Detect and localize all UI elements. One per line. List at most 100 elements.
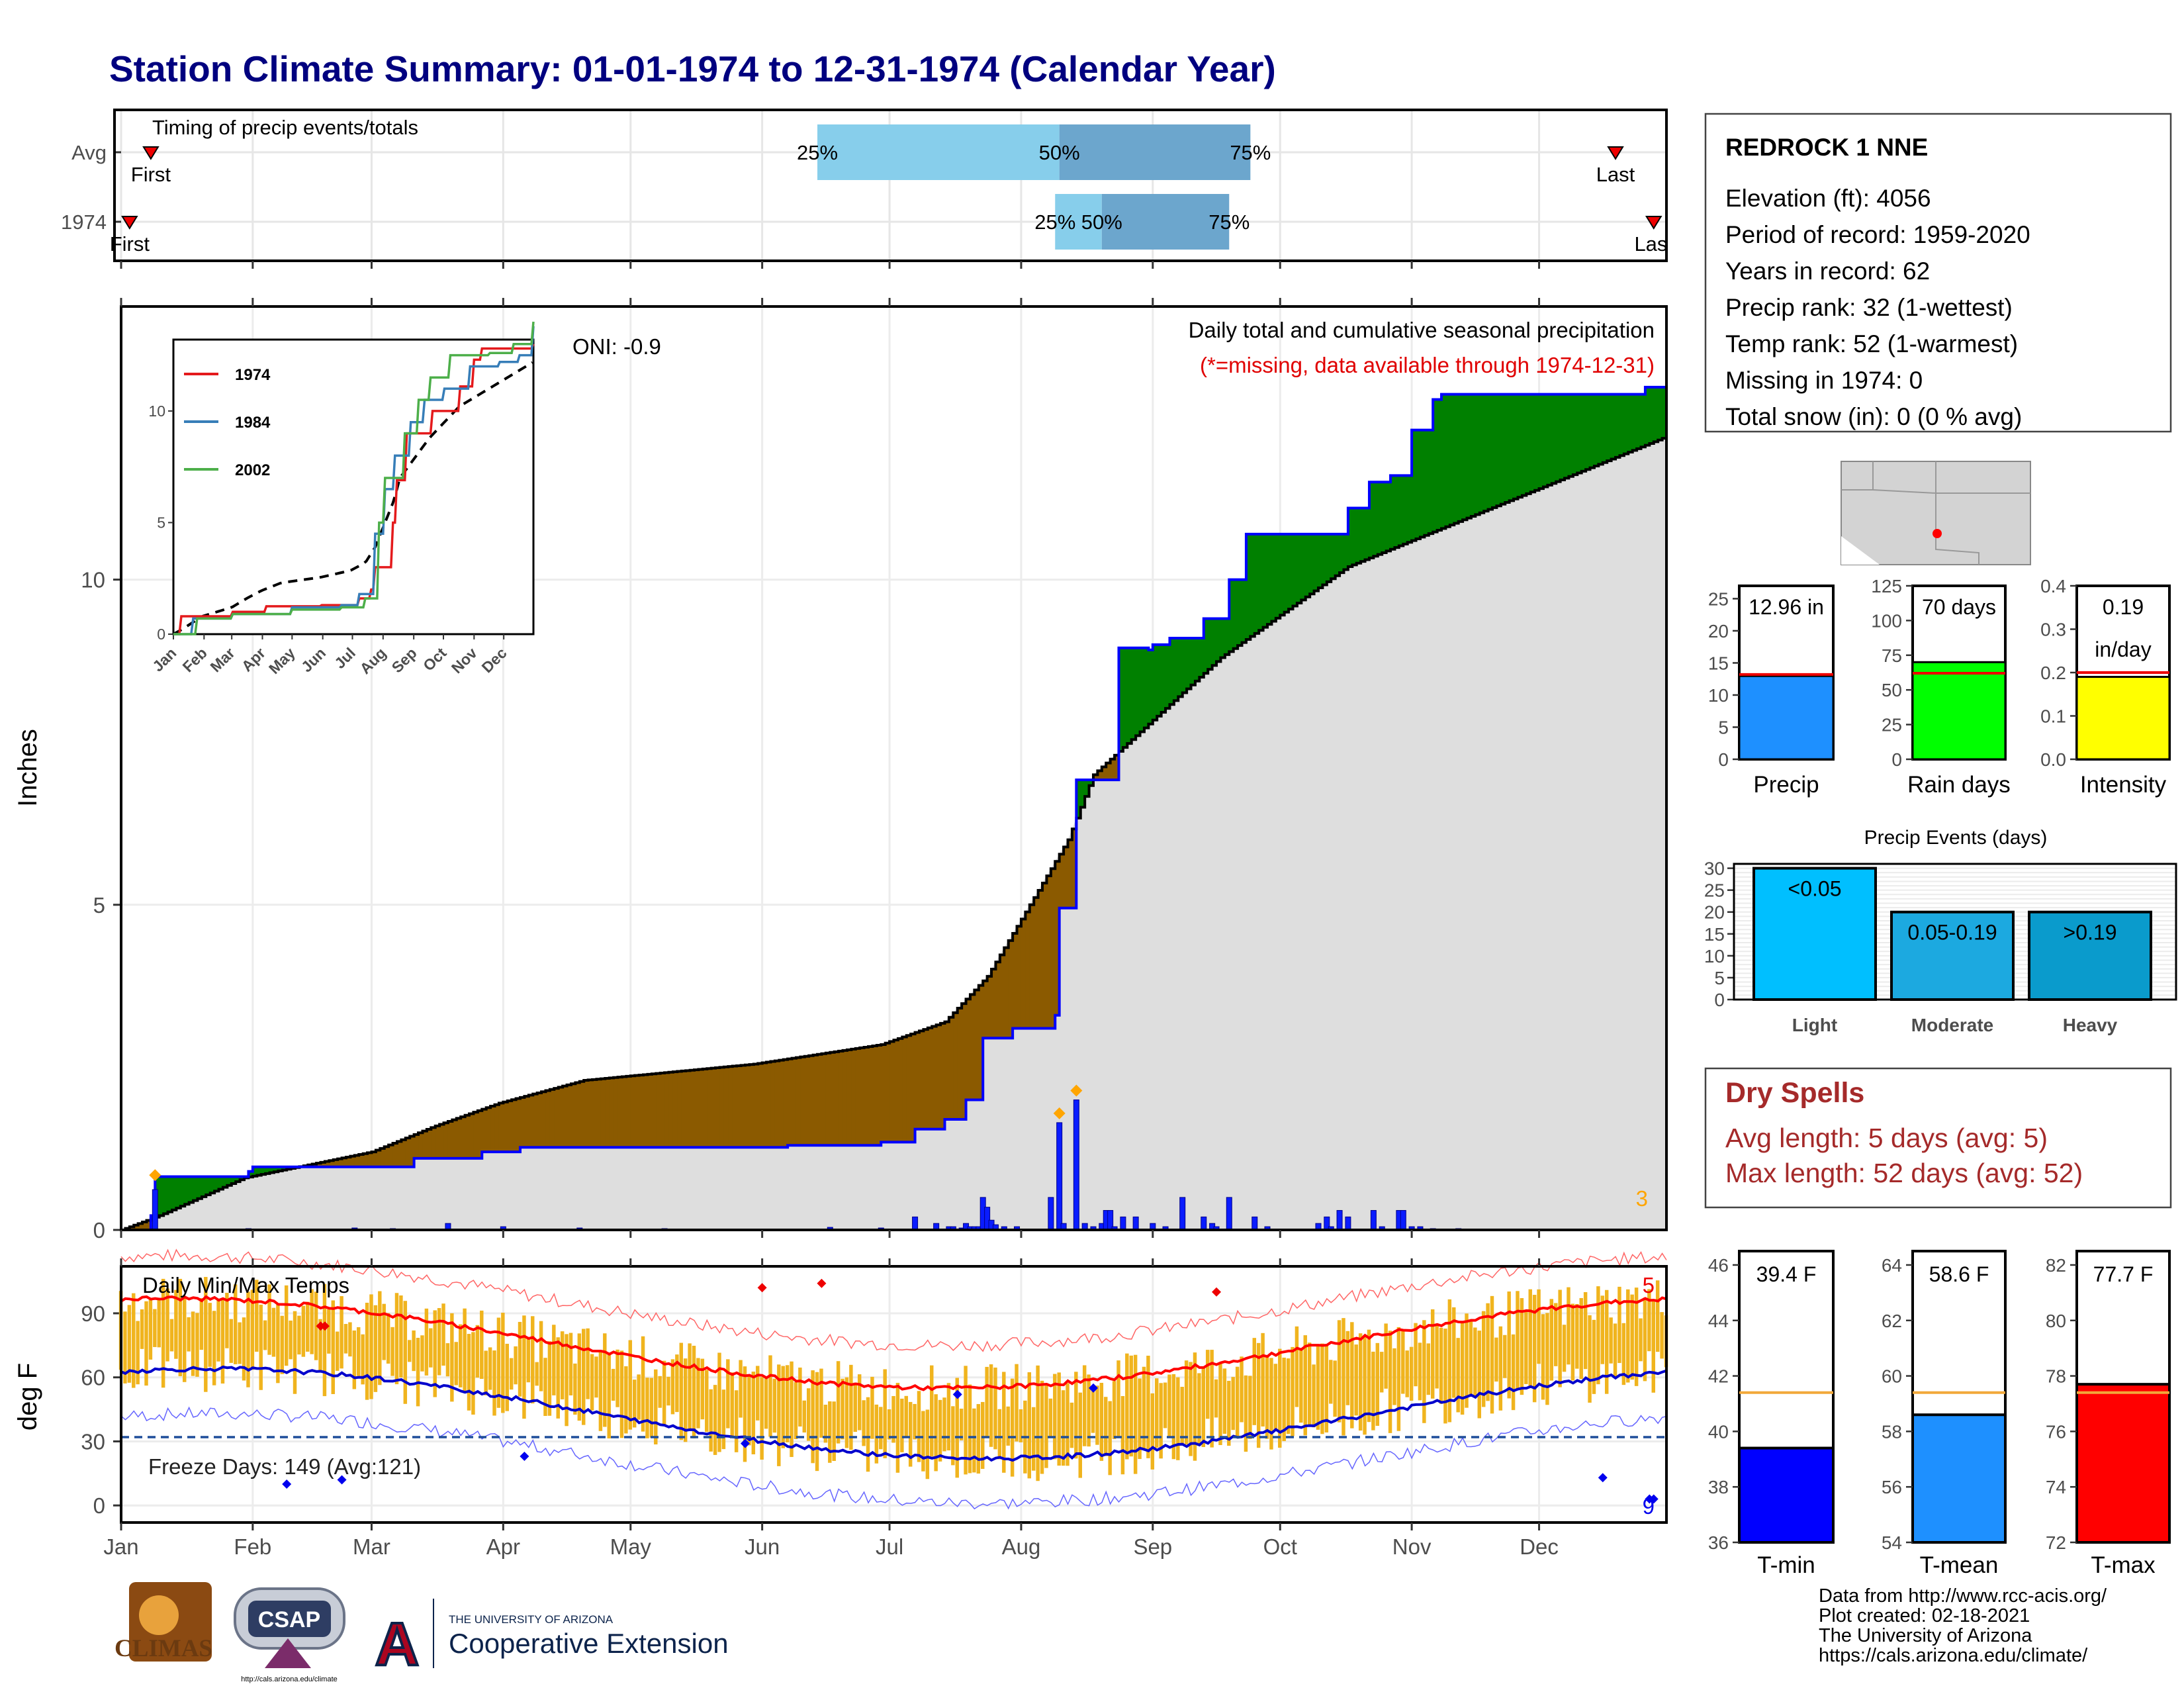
cumulative-difference-fill bbox=[1340, 534, 1345, 573]
daily-temp-bar bbox=[1074, 1372, 1078, 1459]
daily-temp-bar bbox=[195, 1313, 199, 1377]
cumulative-difference-fill bbox=[868, 1046, 874, 1146]
daily-precip-bar bbox=[1179, 1197, 1186, 1231]
daily-temp-bar bbox=[577, 1333, 582, 1421]
cumulative-difference-fill bbox=[893, 1040, 899, 1143]
daily-temp-bar bbox=[930, 1365, 934, 1457]
cumulative-difference-fill bbox=[788, 1058, 793, 1146]
daily-temp-bar bbox=[670, 1359, 675, 1415]
daily-temp-bar bbox=[1562, 1325, 1567, 1372]
footer-line: Data from http://www.rcc-acis.org/ bbox=[1819, 1585, 2107, 1607]
cumulative-difference-fill bbox=[1365, 508, 1370, 560]
daily-temp-bar bbox=[1639, 1318, 1643, 1362]
cumulative-difference-fill bbox=[774, 1060, 780, 1148]
daily-temp-bar bbox=[879, 1407, 883, 1450]
cumulative-difference-fill bbox=[1628, 394, 1633, 453]
daily-precip-bar bbox=[1048, 1197, 1054, 1231]
cumulative-difference-fill bbox=[375, 1150, 381, 1167]
daily-temp-bar bbox=[951, 1406, 955, 1466]
daily-temp-bar bbox=[1350, 1322, 1354, 1429]
daily-temp-bar bbox=[790, 1361, 794, 1458]
cumulative-difference-fill bbox=[1653, 387, 1659, 442]
daily-temp-bar bbox=[386, 1313, 390, 1364]
daily-temp-bar bbox=[1036, 1365, 1040, 1481]
daily-temp-bar bbox=[857, 1374, 862, 1430]
daily-temp-bar bbox=[1193, 1352, 1197, 1461]
daily-temp-bar bbox=[1015, 1364, 1019, 1442]
cumulative-difference-fill bbox=[957, 1008, 962, 1119]
cumulative-difference-fill bbox=[1424, 430, 1430, 536]
daily-temp-bar bbox=[828, 1401, 832, 1463]
cumulative-difference-fill bbox=[677, 1071, 682, 1148]
cumulative-difference-fill bbox=[443, 1123, 449, 1158]
daily-temp-bar bbox=[1099, 1382, 1104, 1461]
cumulative-difference-fill bbox=[813, 1055, 818, 1146]
cumulative-difference-fill bbox=[1263, 534, 1268, 628]
cumulative-difference-fill bbox=[1437, 399, 1442, 530]
mini-bar-tick-label: 0 bbox=[1891, 749, 1902, 770]
daily-temp-bar bbox=[1617, 1286, 1621, 1364]
daily-temp-bar bbox=[1435, 1325, 1439, 1389]
daily-precip-bar bbox=[1073, 1100, 1079, 1231]
cumulative-difference-fill bbox=[570, 1084, 576, 1148]
cumulative-difference-fill bbox=[1547, 394, 1553, 485]
record-high-marker bbox=[320, 1321, 330, 1331]
daily-temp-bar bbox=[280, 1315, 285, 1374]
record-low-marker bbox=[1649, 1494, 1659, 1504]
station-info-line: Temp rank: 52 (1-warmest) bbox=[1725, 330, 2018, 357]
cumulative-difference-fill bbox=[1042, 883, 1048, 1029]
daily-temp-bar bbox=[212, 1311, 216, 1385]
mini-bar-label: Precip bbox=[1753, 772, 1819, 798]
cumulative-difference-fill bbox=[1157, 644, 1162, 716]
temp-bar-value bbox=[1911, 1413, 2007, 1544]
daily-temp-bar bbox=[819, 1368, 823, 1438]
temp-ytick-label: 60 bbox=[81, 1366, 105, 1390]
daily-temp-bar bbox=[1006, 1406, 1010, 1446]
cumulative-difference-fill bbox=[1152, 644, 1158, 720]
mini-bar-tick-label: 50 bbox=[1882, 680, 1902, 700]
daily-temp-bar bbox=[705, 1370, 709, 1432]
daily-temp-bar bbox=[348, 1322, 352, 1357]
cumulative-difference-fill bbox=[1390, 475, 1396, 549]
daily-temp-bar bbox=[582, 1329, 586, 1425]
cumulative-difference-fill bbox=[422, 1131, 428, 1158]
cumulative-difference-fill bbox=[201, 1176, 207, 1197]
cumulative-difference-fill bbox=[563, 1086, 568, 1148]
daily-temp-bar bbox=[573, 1363, 577, 1415]
daily-temp-bar bbox=[743, 1366, 747, 1462]
daily-temp-bar bbox=[429, 1328, 433, 1368]
daily-temp-bar bbox=[844, 1377, 849, 1448]
daily-temp-bar bbox=[1409, 1346, 1414, 1401]
daily-temp-bar bbox=[1184, 1360, 1189, 1445]
normal-max-line bbox=[120, 1295, 1667, 1391]
cumulative-difference-fill bbox=[809, 1055, 814, 1146]
cumulative-difference-fill bbox=[1615, 394, 1621, 457]
csap-logo-url: http://cals.arizona.edu/climate bbox=[241, 1675, 338, 1683]
cumulative-difference-fill bbox=[839, 1051, 844, 1146]
climas-logo-text: CLIMAS bbox=[114, 1635, 212, 1662]
daily-temp-bar bbox=[365, 1303, 369, 1400]
inset-ytick-label: 5 bbox=[157, 514, 165, 531]
cumulative-difference-fill bbox=[338, 1158, 343, 1167]
daily-temp-bar bbox=[552, 1325, 556, 1395]
daily-temp-bar bbox=[1545, 1313, 1549, 1405]
cumulative-difference-fill bbox=[1658, 387, 1663, 440]
daily-temp-bar bbox=[1371, 1351, 1375, 1430]
daily-temp-bar bbox=[488, 1347, 492, 1390]
cumulative-difference-fill bbox=[1071, 829, 1077, 908]
daily-temp-bar bbox=[1316, 1344, 1320, 1430]
cumulative-difference-fill bbox=[860, 1047, 865, 1146]
temp-bar-tick-label: 46 bbox=[1708, 1255, 1729, 1276]
cumulative-difference-fill bbox=[180, 1176, 186, 1207]
daily-temp-bar bbox=[373, 1305, 378, 1392]
cumulative-difference-fill bbox=[1148, 649, 1154, 724]
daily-temp-bar bbox=[1592, 1319, 1596, 1394]
cumulative-difference-fill bbox=[473, 1112, 478, 1158]
cumulative-difference-fill bbox=[528, 1095, 534, 1148]
daily-temp-bar bbox=[615, 1349, 619, 1407]
daily-temp-bar bbox=[509, 1358, 514, 1390]
cumulative-difference-fill bbox=[758, 1063, 763, 1148]
daily-temp-bar bbox=[399, 1295, 403, 1378]
cumulative-difference-fill bbox=[630, 1076, 635, 1148]
event-bar bbox=[1890, 910, 2015, 1002]
